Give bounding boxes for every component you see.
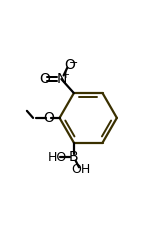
Text: +: +	[61, 70, 70, 80]
Text: O: O	[64, 58, 75, 72]
Text: O: O	[39, 72, 50, 86]
Text: OH: OH	[72, 163, 91, 176]
Text: HO: HO	[47, 151, 67, 164]
Text: N: N	[56, 72, 67, 86]
Text: −: −	[69, 57, 78, 67]
Text: O: O	[43, 111, 54, 125]
Text: B: B	[69, 151, 79, 164]
